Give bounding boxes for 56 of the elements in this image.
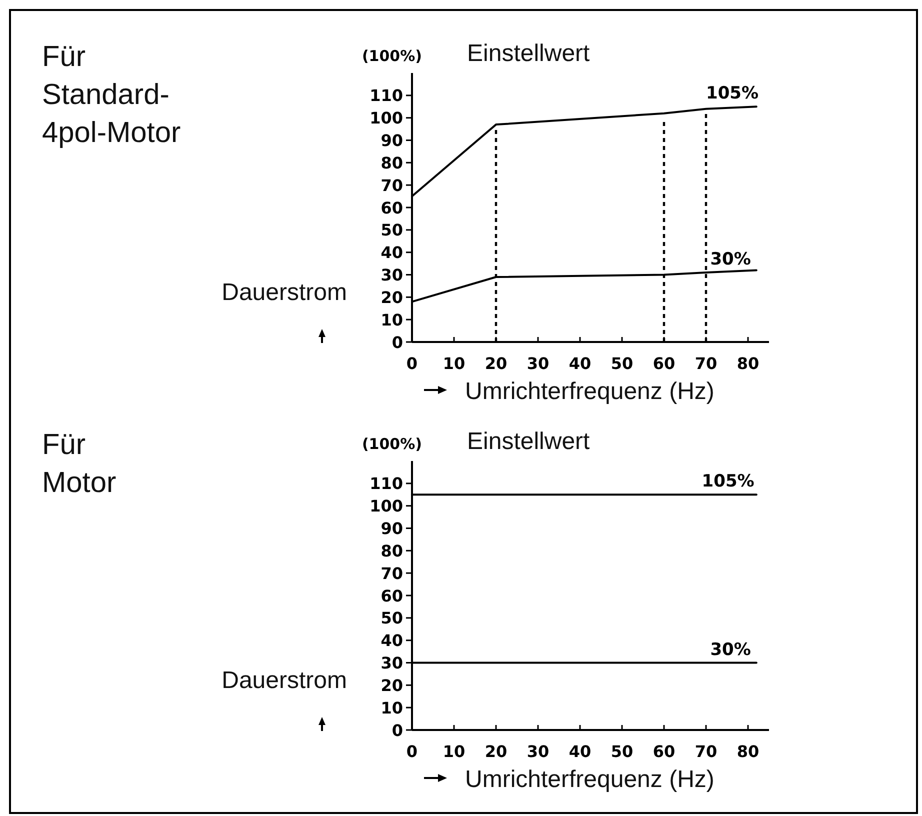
x-tick-label: 70 — [694, 742, 718, 761]
y-tick-label: 70 — [380, 564, 403, 583]
y-tick-label: 30 — [380, 654, 403, 673]
x-tick-label: 20 — [484, 742, 508, 761]
annotation: 30% — [710, 640, 751, 660]
x-tick-label: 50 — [610, 354, 634, 373]
y-tick-label: 20 — [380, 676, 403, 695]
y-tick-label: 30 — [380, 266, 403, 285]
y-tick-label: 0 — [392, 720, 403, 740]
x-tick-label: 0 — [406, 742, 418, 761]
x-tick-label: 20 — [484, 354, 508, 373]
y-tick-label: 60 — [380, 198, 403, 218]
x-tick-label: 10 — [442, 354, 466, 373]
text: Dauerstrom — [222, 279, 347, 306]
y-tick-label: 80 — [380, 153, 403, 172]
x-axis-title: Umrichterfrequenz (Hz) — [465, 766, 714, 793]
y-axis-title: (100%) — [362, 435, 422, 453]
x-tick-label: 0 — [406, 354, 418, 373]
y-tick-label: 110 — [370, 86, 403, 106]
x-tick-label: 60 — [652, 742, 676, 761]
y-tick-label: 100 — [370, 496, 403, 516]
y-tick-label: 80 — [380, 541, 403, 560]
y-tick-label: 10 — [380, 310, 403, 330]
y-tick-label: 50 — [380, 608, 403, 628]
y-tick-label: 50 — [380, 220, 403, 240]
y-axis-title: (100%) — [362, 47, 422, 65]
x-tick-label: 50 — [610, 742, 634, 761]
text: Dauerstrom — [222, 667, 347, 694]
x-tick-label: 80 — [736, 742, 760, 761]
annotation: 105% — [706, 84, 759, 104]
annotation: 105% — [702, 472, 754, 492]
text: Für Standard- 4pol-Motor — [42, 41, 181, 149]
y-tick-label: 20 — [380, 288, 403, 307]
y-tick-label: 90 — [380, 519, 403, 538]
y-tick-label: 60 — [380, 586, 403, 606]
y-tick-label: 110 — [370, 474, 403, 494]
x-tick-label: 40 — [568, 354, 592, 373]
x-tick-label: 40 — [568, 742, 592, 761]
x-tick-label: 10 — [442, 742, 466, 761]
y-tick-label: 90 — [380, 131, 403, 150]
y-tick-label: 10 — [380, 698, 403, 718]
y-tick-label: 40 — [380, 631, 403, 650]
x-tick-label: 30 — [526, 354, 550, 373]
x-axis-title: Umrichterfrequenz (Hz) — [465, 378, 714, 405]
y-tick-label: 40 — [380, 243, 403, 262]
x-tick-label: 70 — [694, 354, 718, 373]
x-tick-label: 80 — [736, 354, 760, 373]
x-tick-label: 60 — [652, 354, 676, 373]
y-tick-label: 100 — [370, 108, 403, 128]
x-tick-label: 30 — [526, 742, 550, 761]
text: Einstellwert — [467, 428, 590, 455]
y-tick-label: 0 — [392, 332, 403, 352]
annotation: 30% — [710, 250, 751, 270]
y-tick-label: 70 — [380, 176, 403, 195]
text: Einstellwert — [467, 40, 590, 67]
text: Für Motor — [42, 429, 116, 499]
